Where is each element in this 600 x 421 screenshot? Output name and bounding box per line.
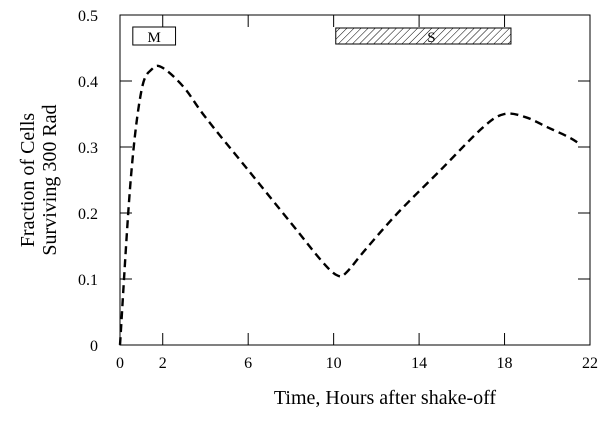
x-tick-label: 10: [326, 355, 342, 372]
x-tick-label: 2: [159, 355, 167, 372]
y-tick-label: 0.3: [78, 140, 98, 157]
y-axis-title-line: Surviving 300 Rad: [39, 104, 61, 255]
y-tick-label: 0.2: [78, 206, 98, 223]
y-axis-title-line: Fraction of Cells: [17, 113, 39, 248]
x-tick-label: 6: [244, 355, 252, 372]
x-tick-label: 18: [497, 355, 513, 372]
y-tick-label: 0.1: [78, 272, 98, 289]
y-tick-label: 0.5: [78, 8, 98, 25]
x-axis-title: Time, Hours after shake-off: [274, 387, 497, 409]
x-tick-label: 14: [411, 355, 427, 372]
series-line-0: [118, 64, 580, 346]
annotation-bar-s: [335, 27, 512, 45]
y-tick-label: 0: [90, 338, 98, 355]
y-axis-title: Fraction of Cells Surviving 300 Rad: [17, 104, 61, 255]
x-tick-label: 0: [116, 355, 124, 372]
annotation-label-s: S: [427, 30, 435, 46]
annotation-label-m: M: [148, 30, 161, 46]
y-tick-label: 0.4: [78, 74, 98, 91]
x-tick-label: 22: [582, 355, 598, 372]
plot-frame: [119, 14, 591, 346]
annotation-box-m: [132, 26, 177, 46]
